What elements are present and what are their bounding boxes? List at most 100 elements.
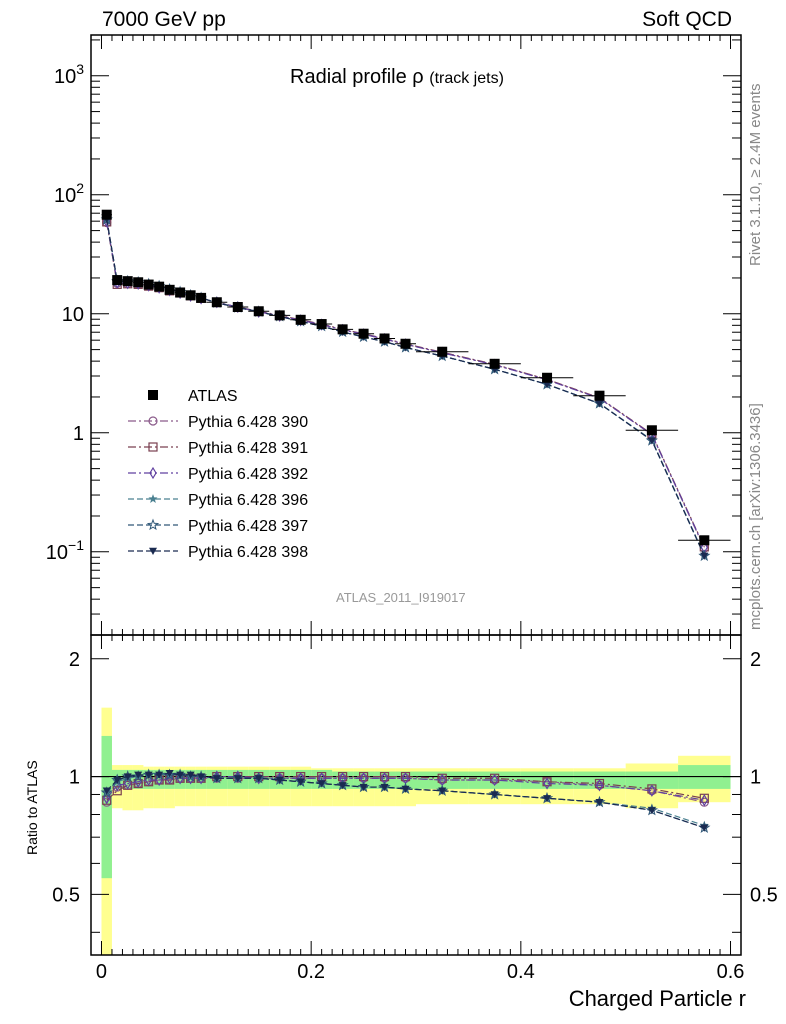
series-point-ratio	[134, 771, 143, 779]
series-point-ratio	[543, 795, 552, 803]
atlas-data-point	[646, 425, 657, 436]
series-point-ratio	[103, 792, 111, 805]
atlas-data-point	[316, 319, 327, 330]
series-point-ratio	[212, 775, 221, 783]
series-line-ratio	[106, 775, 705, 801]
ratio-y-tick-label-right: 1	[750, 767, 761, 789]
band-green-bin	[520, 771, 574, 789]
main-y-tick-label: 10−1	[46, 537, 84, 564]
series-point-ratio	[197, 773, 206, 781]
atlas-data-point	[175, 287, 186, 298]
atlas-data-point	[337, 324, 348, 335]
series-point-main	[647, 437, 656, 445]
series-point-ratio	[176, 771, 185, 779]
legend-series-marker	[149, 547, 157, 555]
ratio-y-tick-label-left: 0.5	[52, 884, 80, 906]
atlas-data-point	[594, 390, 605, 401]
series-point-main	[700, 552, 709, 560]
main-y-tick-label: 102	[54, 180, 84, 207]
series-point-ratio	[338, 782, 347, 790]
series-point-ratio	[648, 784, 656, 797]
ratio-y-tick-label-left: 2	[69, 649, 80, 671]
x-tick-label: 0.4	[507, 961, 535, 983]
legend-series-label: Pythia 6.428 390	[188, 414, 308, 431]
series-point-ratio	[144, 771, 153, 779]
tick-base: 10	[46, 542, 68, 564]
legend-atlas-label: ATLAS	[188, 388, 238, 405]
x-tick-label: 0.2	[297, 961, 325, 983]
tick-base: 10	[54, 66, 76, 88]
series-point-ratio	[380, 783, 389, 792]
tick-exponent: −1	[68, 537, 84, 553]
legend-series-label: Pythia 6.428 391	[188, 440, 308, 457]
main-y-tick-label: 1	[73, 423, 84, 445]
header-left: 7000 GeV pp	[102, 8, 226, 31]
atlas-data-point	[400, 338, 411, 349]
plot-title-sub: (track jets)	[429, 70, 504, 87]
series-point-ratio	[165, 770, 174, 778]
series-point-ratio	[401, 785, 410, 793]
x-axis-title: Charged Particle r	[568, 986, 746, 1011]
ratio-y-tick-label-left: 1	[69, 767, 80, 789]
legend-series-marker	[148, 494, 158, 503]
series-point-ratio	[112, 786, 122, 796]
series-point-ratio	[359, 783, 368, 792]
series-point-main	[595, 400, 604, 408]
ratio-y-tick-label-right: 0.5	[750, 884, 778, 906]
series-point-ratio	[595, 799, 604, 807]
legend-atlas-marker	[148, 390, 158, 400]
series-point-ratio	[113, 776, 122, 784]
legend-series-marker	[146, 518, 160, 531]
series-point-ratio	[123, 777, 132, 790]
series-point-ratio	[647, 807, 656, 815]
series-point-main	[543, 381, 552, 389]
series-point-ratio	[490, 773, 499, 787]
atlas-data-point	[185, 290, 196, 301]
series-point-ratio	[102, 787, 111, 795]
atlas-data-point	[112, 275, 123, 286]
series-point-ratio	[438, 787, 447, 795]
series-line-main	[106, 221, 705, 548]
atlas-data-point	[211, 297, 222, 308]
atlas-data-point	[143, 279, 154, 290]
series-point-ratio	[254, 775, 263, 783]
tick-base: 10	[54, 185, 76, 207]
atlas-data-point	[437, 346, 448, 357]
series-point-ratio	[700, 794, 709, 807]
atlas-data-point	[196, 292, 207, 303]
atlas-data-point	[133, 277, 144, 288]
tick-exponent: 2	[76, 180, 84, 196]
legend-series-label: Pythia 6.428 398	[188, 544, 308, 561]
legend-series-label: Pythia 6.428 392	[188, 466, 308, 483]
series-point-ratio	[275, 776, 284, 784]
series-point-ratio	[155, 771, 164, 779]
atlas-data-point	[489, 358, 500, 369]
x-tick-label: 0.6	[717, 961, 745, 983]
atlas-data-point	[295, 314, 306, 325]
band-green-bin	[101, 735, 112, 879]
header-right: Soft QCD	[642, 8, 732, 31]
atlas-data-point	[699, 535, 710, 546]
series-point-ratio	[233, 775, 242, 783]
series-point-ratio	[100, 786, 113, 798]
plot-title: Radial profile ρ (track jets)	[290, 66, 504, 89]
main-y-tick-label: 10	[62, 304, 84, 326]
main-y-tick-label: 103	[54, 61, 84, 88]
series-point-ratio	[186, 771, 195, 779]
atlas-data-point	[542, 372, 553, 383]
atlas-data-point	[101, 209, 112, 220]
series-point-ratio	[700, 824, 709, 832]
series-point-ratio	[595, 779, 604, 792]
atlas-data-point	[154, 281, 165, 292]
atlas-data-point	[379, 333, 390, 344]
series-point-ratio	[490, 791, 499, 799]
atlas-data-point	[164, 284, 175, 295]
atlas-data-point	[274, 310, 285, 321]
x-tick-label: 0	[96, 961, 107, 983]
series-point-ratio	[317, 780, 326, 788]
series-point-ratio	[543, 777, 551, 790]
legend-series-label: Pythia 6.428 396	[188, 492, 308, 509]
series-point-ratio	[296, 778, 305, 786]
ratio-y-tick-label-right: 2	[750, 649, 761, 671]
